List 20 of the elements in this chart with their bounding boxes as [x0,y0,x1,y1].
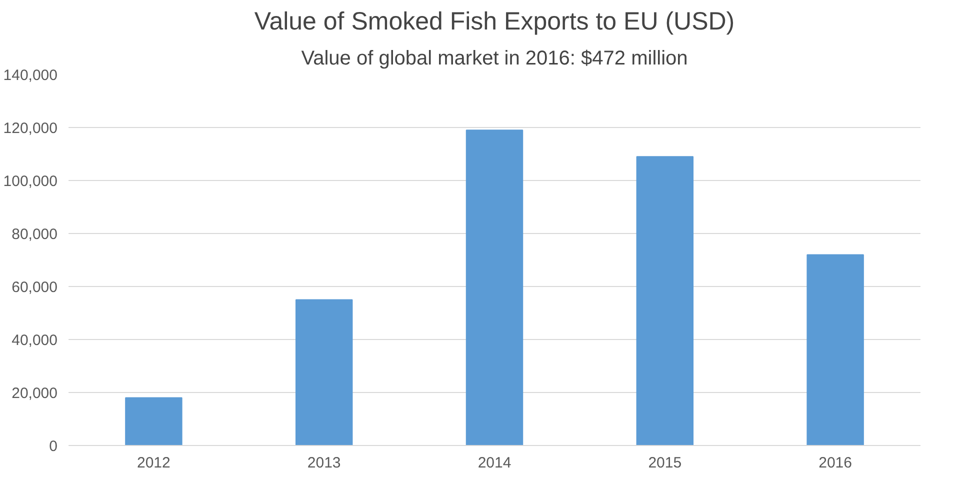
bar [295,299,353,446]
y-tick-label: 20,000 [12,385,58,402]
y-tick-label: 0 [49,438,58,455]
x-tick-label: 2012 [137,454,170,472]
x-tick-label: 2015 [648,454,682,472]
bar [125,397,182,446]
y-tick-label: 120,000 [3,120,58,137]
chart-title: Value of Smoked Fish Exports to EU (USD) [254,8,735,36]
y-tick-label: 140,000 [3,67,58,84]
bar [466,130,524,446]
x-tick-label: 2014 [478,454,512,472]
bar [636,156,694,446]
y-tick-label: 100,000 [3,173,58,190]
bar [806,254,864,446]
y-tick-label: 80,000 [12,226,58,243]
x-tick-label: 2016 [818,454,852,472]
chart-subtitle: Value of global market in 2016: $472 million [301,48,688,70]
x-tick-label: 2013 [307,454,341,472]
y-tick-label: 60,000 [12,279,58,296]
y-tick-label: 40,000 [12,332,58,349]
